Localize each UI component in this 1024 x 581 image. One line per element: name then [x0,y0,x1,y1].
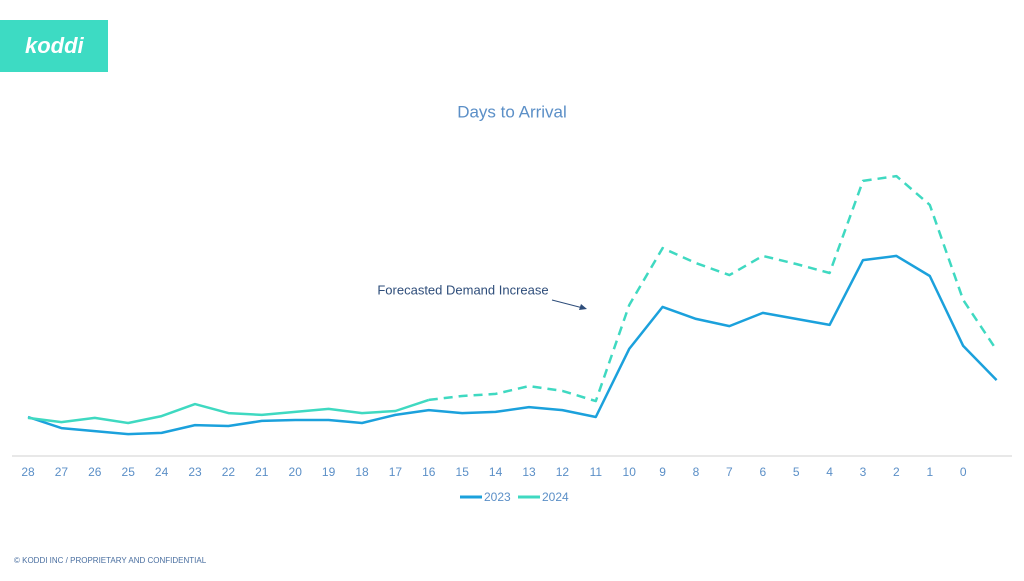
x-tick-label: 5 [793,465,800,479]
footer: © KODDI INC / PROPRIETARY AND CONFIDENTI… [14,556,207,565]
series-line [27,398,430,425]
x-tick-label: 22 [222,465,236,479]
x-tick-label: 24 [155,465,169,479]
x-tick-label: 28 [21,465,35,479]
x-tick-label: 4 [826,465,833,479]
x-tick-label: 9 [659,465,666,479]
x-tick-label: 14 [489,465,503,479]
x-tick-label: 17 [389,465,403,479]
x-tick-label: 10 [623,465,637,479]
legend-label: 2024 [542,490,569,504]
x-tick-label: 13 [522,465,536,479]
x-tick-label: 25 [122,465,136,479]
logo-box [0,20,108,72]
x-tick-label: 0 [960,465,967,479]
x-tick-label: 21 [255,465,269,479]
chart-title: Days to Arrival [457,102,567,121]
logo: koddi [25,33,85,58]
legend-label: 2023 [484,490,511,504]
x-tick-label: 6 [759,465,766,479]
annotation-arrow [551,299,584,309]
x-tick-label: 3 [860,465,867,479]
x-tick-label: 20 [289,465,303,479]
annotation: Forecasted Demand Increase [377,282,548,297]
series-line [428,174,998,403]
x-tick-label: 11 [590,465,603,479]
x-tick-label: 18 [355,465,369,479]
x-tick-label: 23 [188,465,202,479]
x-tick-label: 26 [88,465,102,479]
x-tick-label: 27 [55,465,69,479]
x-tick-label: 12 [556,465,570,479]
x-tick-label: 2 [893,465,900,479]
x-tick-label: 19 [322,465,336,479]
series-line [27,254,998,436]
x-tick-label: 8 [693,465,700,479]
x-tick-label: 15 [456,465,470,479]
x-tick-label: 7 [726,465,733,479]
arrow-head [579,304,587,310]
x-tick-label: 16 [422,465,436,479]
x-tick-label: 1 [926,465,933,479]
